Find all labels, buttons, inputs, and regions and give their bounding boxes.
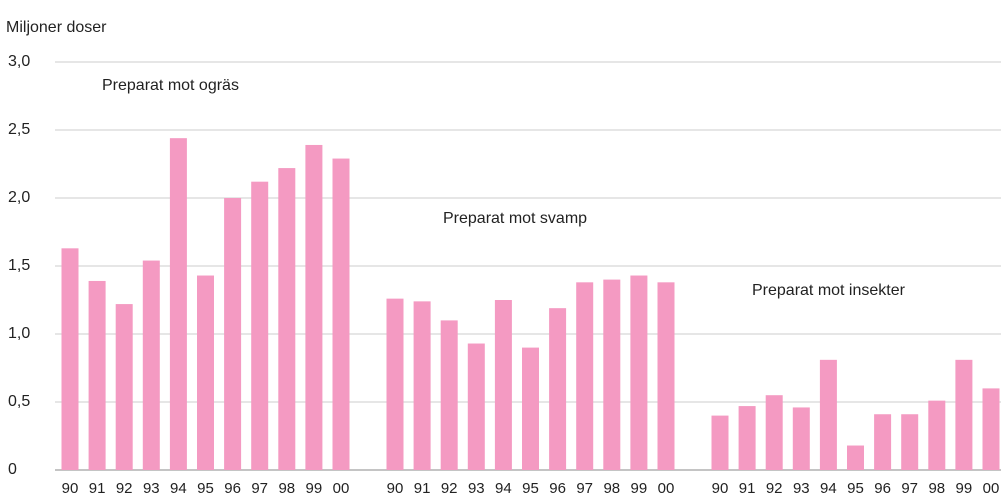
x-tick-label: 92 xyxy=(441,480,458,497)
x-tick-label: 95 xyxy=(522,480,539,497)
bar xyxy=(197,275,214,470)
x-tick-label: 00 xyxy=(333,480,350,497)
x-tick-label: 96 xyxy=(874,480,891,497)
bar xyxy=(224,198,242,470)
bar xyxy=(738,406,756,470)
bar xyxy=(386,298,404,470)
x-tick-label: 91 xyxy=(739,480,756,497)
y-tick-label: 1,5 xyxy=(8,257,30,274)
bar xyxy=(494,300,512,470)
x-tick-label: 93 xyxy=(793,480,810,497)
x-tick-label: 95 xyxy=(847,480,864,497)
bar xyxy=(115,304,133,470)
x-tick-label: 93 xyxy=(143,480,160,497)
y-axis-label: Miljoner doser xyxy=(6,19,107,36)
x-tick-label: 99 xyxy=(306,480,323,497)
bar xyxy=(549,308,567,470)
x-tick-label: 97 xyxy=(576,480,593,497)
x-tick-label: 94 xyxy=(170,480,187,497)
bar xyxy=(982,388,1000,470)
bar xyxy=(169,138,187,470)
bar xyxy=(928,400,946,470)
bar xyxy=(88,280,106,470)
group-label: Preparat mot svamp xyxy=(443,210,587,227)
bar xyxy=(142,260,160,470)
bar xyxy=(305,144,323,470)
bar xyxy=(603,279,621,470)
x-tick-label: 98 xyxy=(603,480,620,497)
group-label: Preparat mot ogräs xyxy=(102,77,239,94)
y-tick-label: 0 xyxy=(8,461,17,478)
x-tick-label: 91 xyxy=(414,480,431,497)
x-tick-label: 97 xyxy=(251,480,268,497)
bar xyxy=(630,275,648,470)
bar xyxy=(765,395,783,470)
x-tick-label: 95 xyxy=(197,480,214,497)
x-tick-label: 90 xyxy=(712,480,729,497)
x-tick-label: 99 xyxy=(631,480,648,497)
bar xyxy=(847,445,864,470)
bar xyxy=(901,414,919,470)
bar xyxy=(61,248,79,470)
bar xyxy=(251,181,269,470)
bar xyxy=(467,343,485,470)
bar xyxy=(955,359,973,470)
x-tick-label: 96 xyxy=(549,480,566,497)
bar xyxy=(819,359,837,470)
bar xyxy=(522,347,539,470)
x-tick-label: 91 xyxy=(89,480,106,497)
x-tick-label: 99 xyxy=(956,480,973,497)
x-tick-label: 94 xyxy=(495,480,512,497)
x-tick-label: 98 xyxy=(928,480,945,497)
y-tick-label: 1,0 xyxy=(8,325,30,342)
y-tick-label: 2,0 xyxy=(8,189,30,206)
x-tick-label: 00 xyxy=(658,480,675,497)
bar xyxy=(792,407,810,470)
x-tick-label: 90 xyxy=(62,480,79,497)
bar xyxy=(278,168,296,470)
x-tick-label: 90 xyxy=(387,480,404,497)
bar xyxy=(413,301,431,470)
bar xyxy=(576,282,594,470)
bar xyxy=(711,415,729,470)
x-tick-label: 97 xyxy=(901,480,918,497)
bar xyxy=(657,282,675,470)
y-tick-label: 2,5 xyxy=(8,121,30,138)
bar xyxy=(874,414,892,470)
bar xyxy=(332,158,350,470)
x-tick-label: 00 xyxy=(983,480,1000,497)
x-tick-label: 94 xyxy=(820,480,837,497)
x-tick-label: 96 xyxy=(224,480,241,497)
bar xyxy=(440,320,458,470)
y-tick-label: 0,5 xyxy=(8,393,30,410)
x-tick-label: 98 xyxy=(278,480,295,497)
x-tick-label: 92 xyxy=(766,480,783,497)
x-tick-label: 93 xyxy=(468,480,485,497)
group-label: Preparat mot insekter xyxy=(752,282,906,299)
y-tick-label: 3,0 xyxy=(8,53,30,70)
x-tick-label: 92 xyxy=(116,480,133,497)
